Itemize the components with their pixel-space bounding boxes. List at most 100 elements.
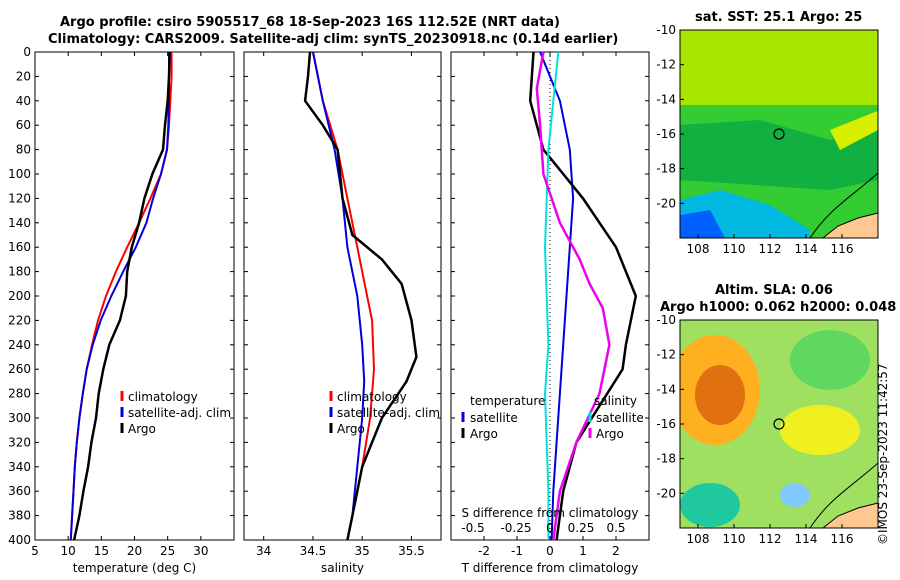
x-tick-label: 5 (31, 544, 39, 558)
x-tick-label: 35 (355, 544, 370, 558)
x-tick-label: 20 (127, 544, 142, 558)
y-tick-label: 120 (8, 191, 31, 205)
map-x-tick-label: 108 (687, 242, 710, 256)
map-y-tick-label: -20 (656, 486, 676, 500)
y-tick-label: 20 (16, 69, 31, 83)
x-tick-label: 34 (256, 544, 271, 558)
y-tick-label: 340 (8, 460, 31, 474)
x-tick-label: 0 (546, 544, 554, 558)
map-y-tick-label: -20 (656, 196, 676, 210)
argo-location-marker (773, 418, 785, 430)
legend-entry: climatology (128, 390, 198, 404)
x-tick-label: 1 (579, 544, 587, 558)
land-mass (823, 213, 878, 238)
legend-entry: satellite-adj. clim (128, 406, 231, 420)
series-line-salinity-argo (535, 51, 611, 541)
sst-yellow-patch (830, 90, 878, 150)
x-axis-label: T difference from climatology (461, 561, 639, 575)
legend-header: salinity (594, 394, 637, 408)
y-tick-label: 320 (8, 435, 31, 449)
y-tick-label: 0 (23, 45, 31, 59)
map-y-tick-label: -12 (656, 348, 676, 362)
x-tick-label: 35.5 (398, 544, 425, 558)
secondary-tick-label: -0.25 (500, 521, 531, 535)
y-tick-label: 300 (8, 411, 31, 425)
coastline-contour (809, 172, 878, 238)
legend-entry: satellite (596, 411, 644, 425)
y-tick-label: 240 (8, 338, 31, 352)
map-y-tick-label: -12 (656, 58, 676, 72)
figure-title-line2: Climatology: CARS2009. Satellite-adj cli… (48, 32, 619, 47)
legend-header: temperature (470, 394, 545, 408)
imos-timestamp: ©IMOS 23-Sep-2023 11:42:57 (876, 363, 890, 545)
map-x-tick-label: 114 (795, 242, 818, 256)
x-tick-label: -1 (511, 544, 523, 558)
map-y-tick-label: -16 (656, 417, 676, 431)
map-y-tick-label: -16 (656, 127, 676, 141)
map-x-tick-label: 112 (759, 242, 782, 256)
x-axis-label: salinity (321, 561, 364, 575)
plot-frame-0 (34, 51, 235, 541)
y-tick-label: 280 (8, 387, 31, 401)
map-y-tick-label: -10 (656, 313, 676, 327)
secondary-axis-label: S difference from climatology (462, 506, 639, 520)
plot-frame-1 (243, 51, 442, 541)
map-field-1 (680, 320, 878, 528)
series-line-argo (72, 51, 171, 541)
map-x-tick-label: 114 (795, 532, 818, 546)
land-mass (823, 503, 878, 528)
sst-map-title: sat. SST: 25.1 Argo: 25 (695, 10, 863, 25)
map-field-0 (680, 30, 878, 238)
y-tick-label: 360 (8, 484, 31, 498)
sla-green-patch (790, 330, 870, 390)
x-tick-label: 34.5 (300, 544, 327, 558)
x-tick-label: -2 (478, 544, 490, 558)
map-x-tick-label: 110 (723, 242, 746, 256)
legend-entry: climatology (337, 390, 407, 404)
x-axis-label: temperature (deg C) (73, 561, 196, 575)
x-tick-label: 30 (193, 544, 208, 558)
x-tick-label: 15 (94, 544, 109, 558)
legend-entry: Argo (596, 427, 624, 441)
sla-teal-patch (680, 483, 740, 527)
series-line-salinity-satellite (543, 51, 560, 540)
y-tick-label: 200 (8, 289, 31, 303)
x-tick-label: 25 (160, 544, 175, 558)
y-tick-label: 40 (16, 94, 31, 108)
x-tick-label: 10 (61, 544, 76, 558)
map-y-tick-label: -18 (656, 452, 676, 466)
sst-green-band (680, 120, 878, 190)
series-line-satellite-adj-clim (69, 52, 170, 541)
sst-blue-region (680, 210, 725, 238)
legend-entry: Argo (128, 422, 156, 436)
series-line-argo (303, 51, 418, 541)
legend-entry: satellite-adj. clim (337, 406, 440, 420)
map-y-tick-label: -10 (656, 23, 676, 37)
y-tick-label: 160 (8, 240, 31, 254)
map-y-tick-label: -18 (656, 162, 676, 176)
map-y-tick-label: -14 (656, 382, 676, 396)
y-tick-label: 260 (8, 362, 31, 376)
map-x-tick-label: 110 (723, 532, 746, 546)
sla-core-eddy (695, 365, 745, 425)
figure-title-line1: Argo profile: csiro 5905517_68 18-Sep-20… (60, 15, 560, 30)
coastline (822, 212, 878, 238)
coastline-contour (809, 462, 878, 528)
secondary-tick-label: 0.25 (568, 521, 595, 535)
y-tick-label: 220 (8, 313, 31, 327)
argo-location-marker (773, 128, 785, 140)
legend-entry: Argo (470, 427, 498, 441)
coastline (822, 502, 878, 528)
secondary-tick-label: 0 (546, 521, 554, 535)
y-tick-label: 100 (8, 167, 31, 181)
sla-map-title1: Altim. SLA: 0.06 (715, 283, 833, 298)
y-tick-label: 80 (16, 143, 31, 157)
sla-map-title2: Argo h1000: 0.062 h2000: 0.048 (660, 300, 897, 315)
y-tick-label: 400 (8, 533, 31, 547)
y-tick-label: 60 (16, 118, 31, 132)
legend-entry: satellite (470, 411, 518, 425)
map-x-tick-label: 112 (759, 532, 782, 546)
secondary-tick-label: -0.5 (461, 521, 484, 535)
sla-yellow-patch (780, 405, 860, 455)
